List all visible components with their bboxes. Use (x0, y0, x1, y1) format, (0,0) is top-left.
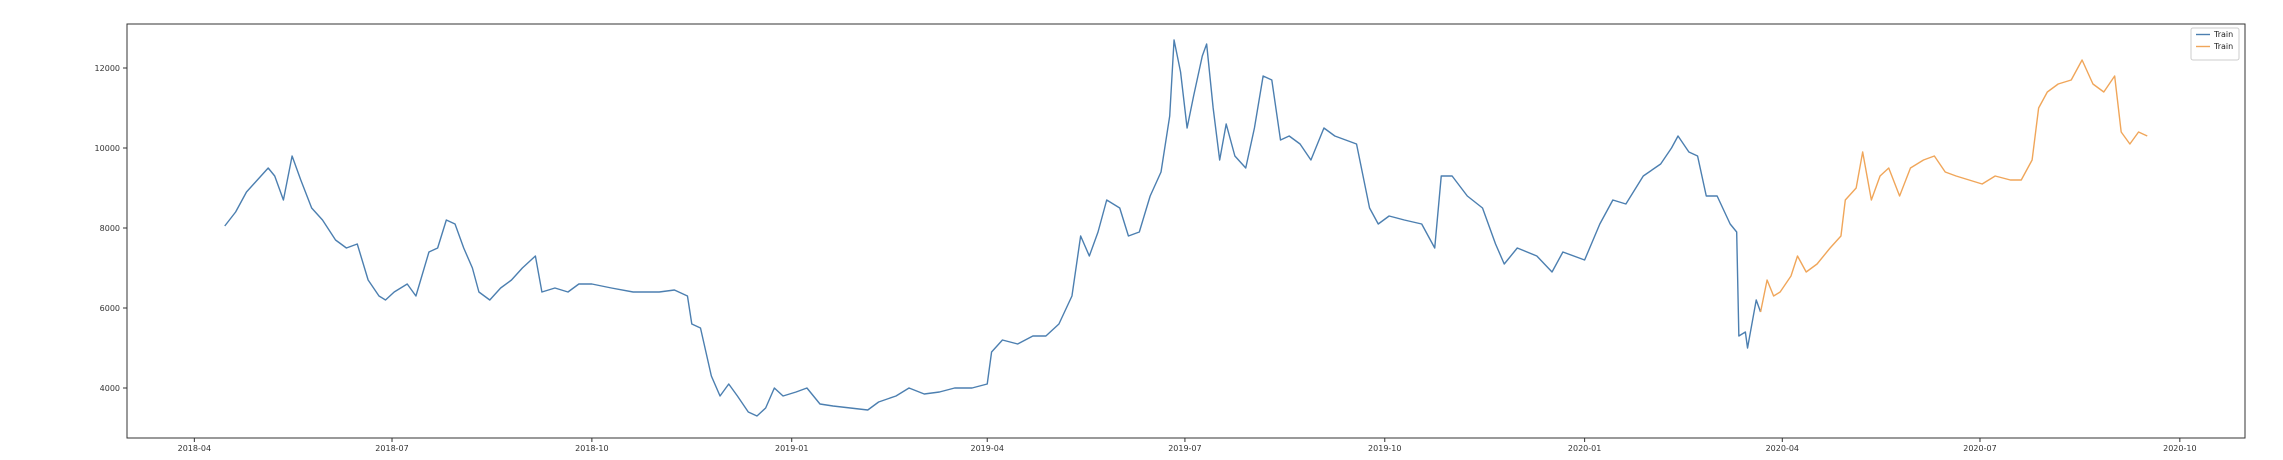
series-line-2 (1759, 59, 2148, 313)
x-tick-label: 2020-10 (2163, 444, 2196, 453)
x-tick-label: 2018-04 (178, 444, 211, 453)
x-tick-label: 2019-04 (971, 444, 1004, 453)
x-tick-label: 2018-10 (575, 444, 608, 453)
legend-label: Train (2213, 42, 2233, 51)
axes: 2018-04 2018-07 2018-10 2019-01 2019-04 2019-… (95, 23, 2246, 453)
x-tick-label: 2018-07 (375, 444, 408, 453)
x-tick-label: 2019-01 (775, 444, 808, 453)
y-tick-label: 8000 (100, 224, 120, 233)
x-tick-label: 2019-10 (1368, 444, 1401, 453)
x-tick-label: 2020-07 (1963, 444, 1996, 453)
legend-label: Train (2213, 30, 2233, 39)
x-tick-label: 2020-01 (1568, 444, 1601, 453)
plot-area (224, 39, 2148, 417)
x-tick-label: 2020-04 (1766, 444, 1799, 453)
y-tick-label: 10000 (95, 144, 120, 153)
legend: Train Train (2190, 27, 2240, 61)
x-tick-label: 2019-07 (1168, 444, 1201, 453)
series-line-1 (224, 39, 1762, 417)
y-tick-label: 4000 (100, 384, 120, 393)
y-tick-label: 12000 (95, 64, 120, 73)
plot-frame (126, 23, 2246, 439)
y-tick-label: 6000 (100, 304, 120, 313)
legend-box (2190, 27, 2240, 61)
